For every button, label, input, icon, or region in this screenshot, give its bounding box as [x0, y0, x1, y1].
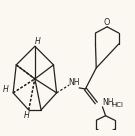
Text: H: H [35, 37, 41, 46]
Text: NH: NH [69, 78, 80, 87]
Text: H: H [24, 111, 30, 120]
Text: NH: NH [102, 98, 114, 107]
Text: O: O [104, 18, 110, 27]
Text: HCl: HCl [111, 101, 123, 108]
Text: H: H [2, 85, 8, 94]
